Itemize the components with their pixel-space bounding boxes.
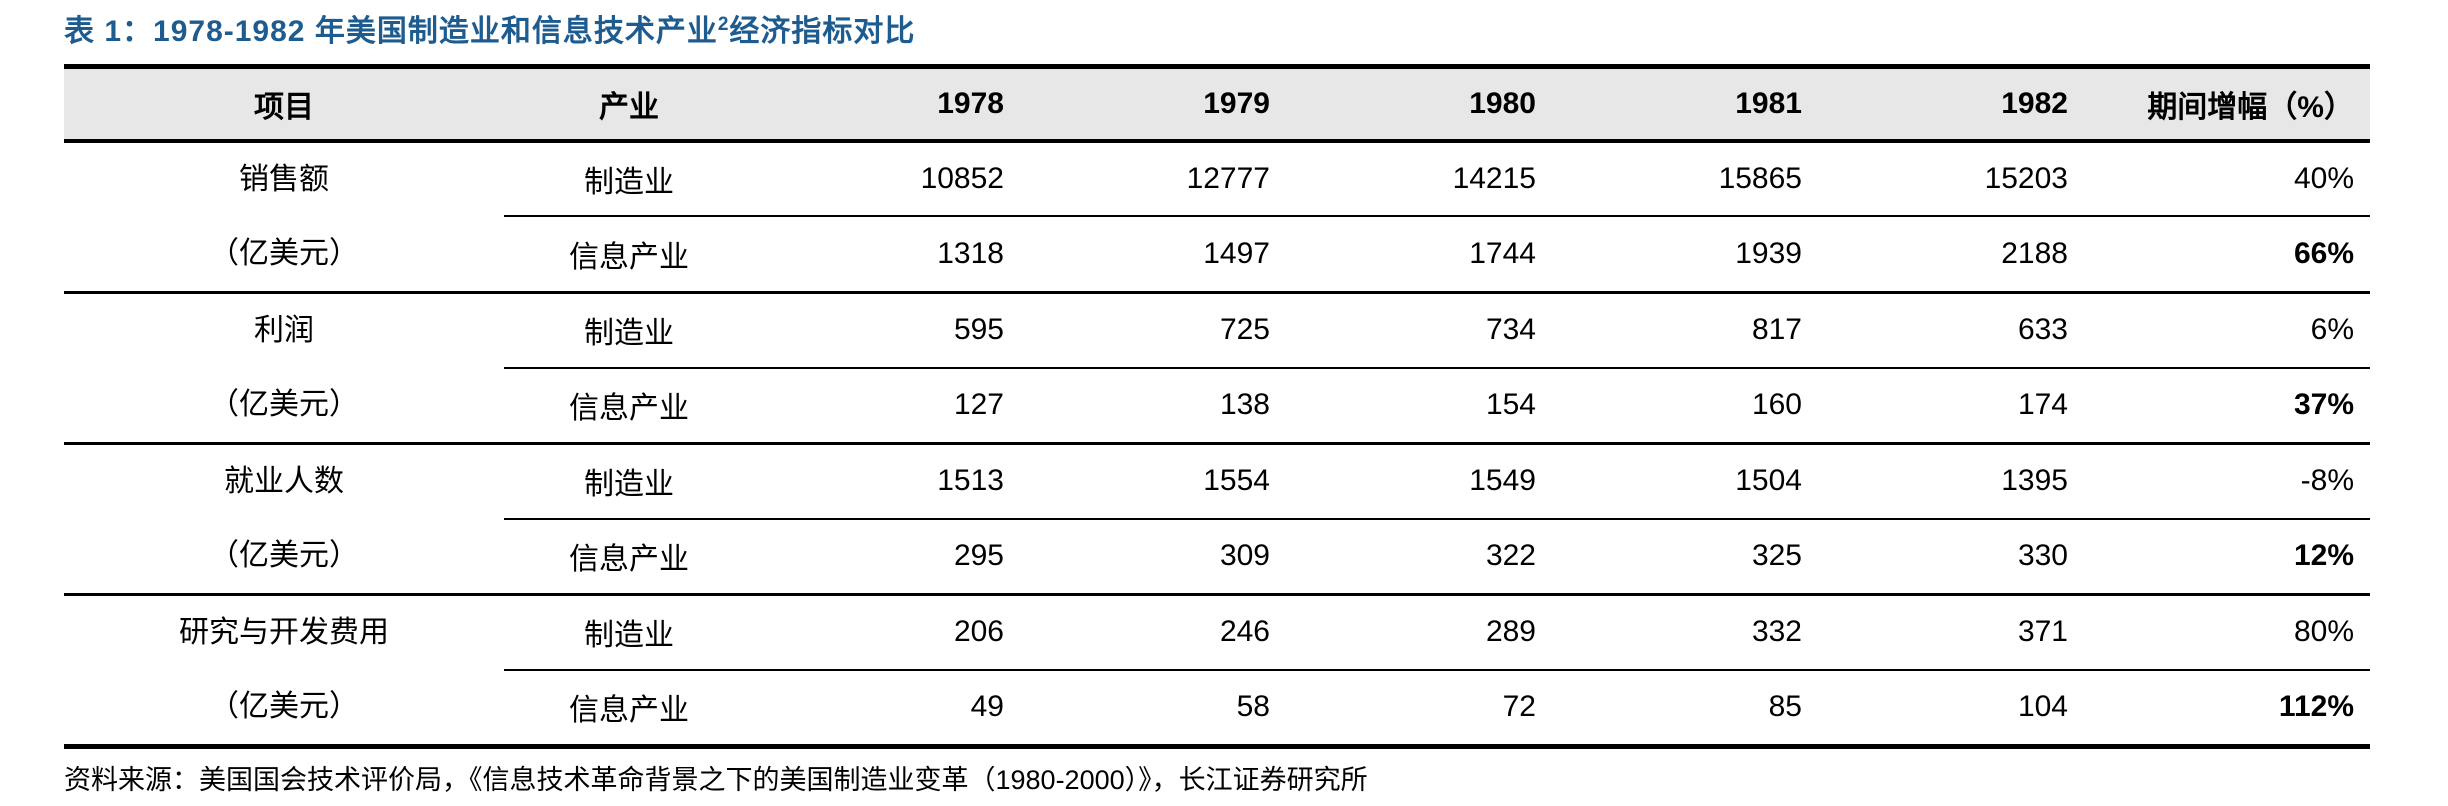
- cell-growth: 80%: [2084, 594, 2370, 671]
- table-title-prefix: 表 1：1978-1982 年美国制造业和信息技术产业: [64, 15, 718, 48]
- cell-value: 154: [1286, 367, 1552, 445]
- cell-value: 595: [754, 292, 1020, 369]
- header-year-1979: 1979: [1020, 64, 1286, 143]
- table-row: 就业人数 （亿美元） 制造业 1513 1554 1549 1504 1395 …: [64, 443, 2370, 596]
- table-header-row: 项目 产业 1978 1979 1980 1981 1982 期间增幅（%）: [64, 64, 2370, 143]
- table-title: 表 1：1978-1982 年美国制造业和信息技术产业2经济指标对比: [64, 6, 915, 50]
- cell-growth: 37%: [2084, 367, 2370, 445]
- cell-value: 1497: [1020, 216, 1286, 294]
- cell-industry: 信息产业: [504, 518, 754, 596]
- item-name: 利润: [254, 313, 314, 347]
- cell-value: 309: [1020, 518, 1286, 596]
- table-row: 销售额 （亿美元） 制造业 10852 12777 14215 15865 15…: [64, 140, 2370, 294]
- cell-value: 15865: [1552, 140, 1818, 218]
- cell-industry: 信息产业: [504, 216, 754, 294]
- cell-growth: 6%: [2084, 292, 2370, 369]
- cell-value: 295: [754, 518, 1020, 596]
- cell-industry: 制造业: [504, 292, 754, 369]
- item-unit: （亿美元）: [209, 689, 359, 723]
- table-row: 利润 （亿美元） 制造业 595 725 734 817 633 6%: [64, 292, 2370, 445]
- header-year-1982: 1982: [1818, 64, 2084, 143]
- cell-value: 10852: [754, 140, 1020, 218]
- row-group-label-sales: 销售额 （亿美元）: [64, 140, 504, 294]
- cell-value: 325: [1552, 518, 1818, 596]
- cell-value: 49: [754, 670, 1020, 749]
- cell-industry: 制造业: [504, 443, 754, 520]
- table-row: 信息产业 1318 1497 1744 1939 2188 66%: [64, 216, 2370, 294]
- item-name: 研究与开发费用: [179, 615, 389, 649]
- cell-growth: 40%: [2084, 140, 2370, 218]
- table-row: 信息产业 127 138 154 160 174 37%: [64, 367, 2370, 445]
- header-item: 项目: [64, 64, 504, 143]
- header-industry: 产业: [504, 64, 754, 143]
- header-year-1978: 1978: [754, 64, 1020, 143]
- cell-value: 817: [1552, 292, 1818, 369]
- cell-value: 1554: [1020, 443, 1286, 520]
- row-group-label-employment: 就业人数 （亿美元）: [64, 443, 504, 596]
- cell-value: 160: [1552, 367, 1818, 445]
- cell-value: 725: [1020, 292, 1286, 369]
- cell-industry: 信息产业: [504, 670, 754, 749]
- cell-value: 85: [1552, 670, 1818, 749]
- row-group-label-profit: 利润 （亿美元）: [64, 292, 504, 445]
- cell-value: 734: [1286, 292, 1552, 369]
- cell-value: 1744: [1286, 216, 1552, 294]
- cell-value: 72: [1286, 670, 1552, 749]
- table-row: 信息产业 295 309 322 325 330 12%: [64, 518, 2370, 596]
- cell-growth: -8%: [2084, 443, 2370, 520]
- cell-value: 1549: [1286, 443, 1552, 520]
- cell-value: 1395: [1818, 443, 2084, 520]
- header-year-1981: 1981: [1552, 64, 1818, 143]
- cell-value: 206: [754, 594, 1020, 671]
- cell-value: 322: [1286, 518, 1552, 596]
- cell-value: 1318: [754, 216, 1020, 294]
- cell-value: 246: [1020, 594, 1286, 671]
- cell-value: 12777: [1020, 140, 1286, 218]
- cell-industry: 制造业: [504, 140, 754, 218]
- table-title-superscript: 2: [717, 14, 730, 35]
- row-group-label-rnd: 研究与开发费用 （亿美元）: [64, 594, 504, 749]
- item-unit: （亿美元）: [209, 387, 359, 421]
- cell-value: 1513: [754, 443, 1020, 520]
- item-unit: （亿美元）: [209, 538, 359, 572]
- cell-value: 14215: [1286, 140, 1552, 218]
- cell-growth: 66%: [2084, 216, 2370, 294]
- cell-value: 289: [1286, 594, 1552, 671]
- economic-indicators-table: 项目 产业 1978 1979 1980 1981 1982 期间增幅（%） 销…: [64, 64, 2370, 749]
- item-unit: （亿美元）: [209, 236, 359, 270]
- cell-value: 58: [1020, 670, 1286, 749]
- cell-value: 15203: [1818, 140, 2084, 218]
- cell-growth: 12%: [2084, 518, 2370, 596]
- header-year-1980: 1980: [1286, 64, 1552, 143]
- cell-value: 633: [1818, 292, 2084, 369]
- cell-growth: 112%: [2084, 670, 2370, 749]
- item-name: 就业人数: [224, 464, 344, 498]
- table-row: 信息产业 49 58 72 85 104 112%: [64, 670, 2370, 749]
- cell-industry: 信息产业: [504, 367, 754, 445]
- source-note: 资料来源：美国国会技术评价局，《信息技术革命背景之下的美国制造业变革（1980-…: [64, 765, 1368, 795]
- cell-value: 104: [1818, 670, 2084, 749]
- header-growth: 期间增幅（%）: [2084, 64, 2370, 143]
- cell-value: 174: [1818, 367, 2084, 445]
- cell-value: 371: [1818, 594, 2084, 671]
- cell-value: 1504: [1552, 443, 1818, 520]
- table-row: 研究与开发费用 （亿美元） 制造业 206 246 289 332 371 80…: [64, 594, 2370, 749]
- cell-value: 1939: [1552, 216, 1818, 294]
- item-name: 销售额: [239, 162, 329, 196]
- cell-value: 2188: [1818, 216, 2084, 294]
- cell-value: 127: [754, 367, 1020, 445]
- cell-industry: 制造业: [504, 594, 754, 671]
- table-title-suffix: 经济指标对比: [729, 15, 916, 48]
- cell-value: 332: [1552, 594, 1818, 671]
- cell-value: 138: [1020, 367, 1286, 445]
- cell-value: 330: [1818, 518, 2084, 596]
